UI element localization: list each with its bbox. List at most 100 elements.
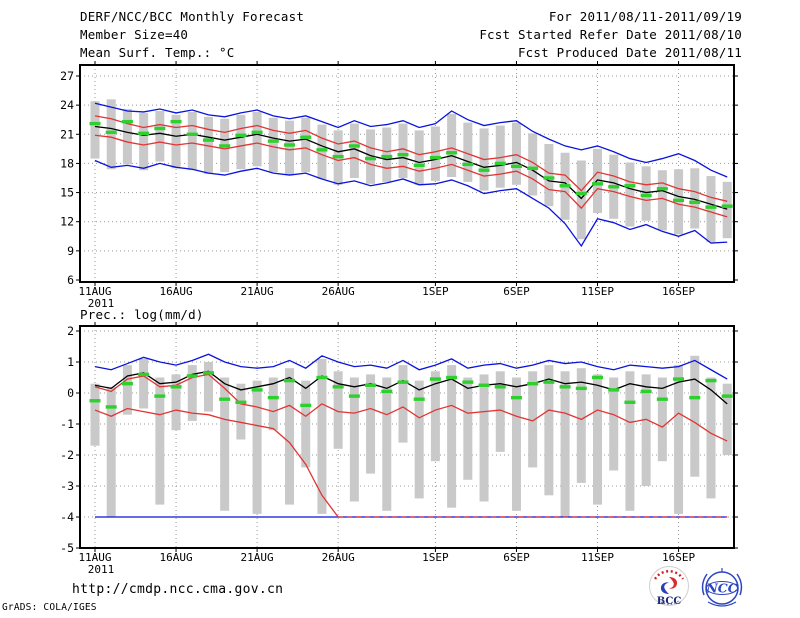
bcc-label: BCC xyxy=(657,596,682,607)
ensemble-spread-bar xyxy=(252,111,262,167)
daily-green-marker xyxy=(446,151,458,155)
ensemble-spread-bar xyxy=(139,112,149,171)
daily-green-marker xyxy=(121,382,133,386)
y-tick-label: 1 xyxy=(67,355,74,369)
bcc-logo: BCC xyxy=(649,566,689,607)
y-tick-label: 24 xyxy=(60,98,74,112)
daily-green-marker xyxy=(429,155,441,160)
daily-green-marker xyxy=(721,394,733,398)
daily-green-marker xyxy=(186,374,198,378)
ensemble-spread-bar xyxy=(139,358,149,409)
daily-green-marker xyxy=(105,405,117,409)
daily-green-marker xyxy=(656,397,668,401)
daily-green-marker xyxy=(381,154,393,159)
daily-green-marker xyxy=(235,133,247,137)
daily-green-marker xyxy=(348,394,360,398)
daily-green-marker xyxy=(365,383,377,387)
x-tick-label: 11SEP xyxy=(581,551,614,564)
ensemble-spread-bar xyxy=(674,365,684,514)
series-lower-envelope-blue xyxy=(94,159,728,248)
grads-credit: GrADS: COLA/IGES xyxy=(2,602,97,613)
header-row-2: Member Size=40 Fcst Started Refer Date 2… xyxy=(80,27,742,42)
daily-green-marker xyxy=(397,380,409,384)
series-ensemble-mean-black xyxy=(94,125,728,210)
ensemble-spread-bars xyxy=(90,355,732,517)
ensemble-spread-bar xyxy=(236,114,246,170)
header-row-3: Mean Surf. Temp.: °C Fcst Produced Date … xyxy=(80,45,742,60)
ensemble-spread-bar xyxy=(187,111,197,171)
x-tick-label: 26AUG xyxy=(322,285,355,298)
y-tick-label: 18 xyxy=(60,156,74,170)
daily-green-marker xyxy=(348,144,360,148)
daily-green-marker xyxy=(202,138,214,142)
y-tick-label: 0 xyxy=(67,386,74,400)
ensemble-spread-bar xyxy=(576,160,586,240)
x-tick-label: 11AUG xyxy=(78,551,111,564)
y-tick-label: 12 xyxy=(60,215,74,229)
ensemble-spread-bar xyxy=(463,122,473,182)
daily-green-marker xyxy=(284,143,296,147)
ensemble-spread-bar xyxy=(203,362,213,412)
daily-green-marker xyxy=(543,380,555,384)
series-ensemble-mean-black xyxy=(94,370,728,405)
produced-date: Fcst Produced Date 2011/08/11 xyxy=(517,45,742,60)
ensemble-spread-bar xyxy=(528,133,538,196)
daily-green-marker xyxy=(624,400,636,404)
ensemble-spread-bar xyxy=(398,123,408,178)
daily-green-marker xyxy=(689,200,701,204)
ensemble-spread-bar xyxy=(398,365,408,443)
daily-green-marker xyxy=(673,198,685,203)
ensemble-spread-bar xyxy=(625,371,635,511)
y-tick-label: 6 xyxy=(67,273,74,287)
plot-frame xyxy=(79,325,735,549)
ensemble-spread-bar xyxy=(301,117,311,173)
daily-green-markers xyxy=(89,119,733,209)
ensemble-spread-bar xyxy=(122,365,132,415)
ensemble-spread-bar xyxy=(495,125,505,188)
daily-green-marker xyxy=(316,375,328,380)
daily-green-marker xyxy=(251,388,263,392)
daily-green-marker xyxy=(689,395,701,400)
member-size: Member Size=40 xyxy=(80,27,189,42)
daily-green-marker xyxy=(89,399,101,403)
ensemble-spread-bar xyxy=(317,358,327,514)
y-tick-label: -3 xyxy=(60,479,74,493)
daily-green-marker xyxy=(300,403,312,408)
bcc-swirl-red xyxy=(668,577,678,589)
daily-green-marker xyxy=(219,397,231,401)
daily-green-marker xyxy=(527,166,539,170)
ensemble-spread-bar xyxy=(706,377,716,499)
y-tick-label: -1 xyxy=(60,417,74,431)
ensemble-spread-bar xyxy=(609,377,619,471)
daily-green-marker xyxy=(138,372,150,377)
x-tick-label: 16AUG xyxy=(159,285,192,298)
x-tick-label: 6SEP xyxy=(503,551,530,564)
daily-green-marker xyxy=(608,185,620,189)
ensemble-spread-bar xyxy=(122,109,132,165)
x-tick-label: 21AUG xyxy=(241,285,274,298)
daily-green-marker xyxy=(559,184,571,188)
bcc-arc-text xyxy=(657,599,681,605)
y-tick-label: -2 xyxy=(60,448,74,462)
daily-green-marker xyxy=(592,375,604,380)
ensemble-spread-bar xyxy=(382,127,392,182)
ensemble-spread-bar xyxy=(366,374,376,474)
ensemble-spread-bar xyxy=(690,168,700,229)
ensemble-spread-bar xyxy=(447,113,457,178)
ensemble-spread-bar xyxy=(641,166,651,221)
daily-green-marker xyxy=(267,395,279,400)
ensemble-spread-bar xyxy=(382,377,392,511)
ensemble-spread-bar xyxy=(220,377,230,511)
daily-green-marker xyxy=(527,382,539,386)
ensemble-spread-bar xyxy=(560,371,570,517)
ncc-label: NCC xyxy=(705,581,737,596)
daily-green-marker xyxy=(413,397,425,401)
ensemble-spread-bar xyxy=(576,368,586,483)
ensemble-spread-bar xyxy=(187,365,197,421)
series-upper-band-red xyxy=(94,115,728,202)
ensemble-spread-bar xyxy=(544,365,554,496)
daily-green-marker xyxy=(478,168,490,172)
x-tick-label: 21AUG xyxy=(241,551,274,564)
